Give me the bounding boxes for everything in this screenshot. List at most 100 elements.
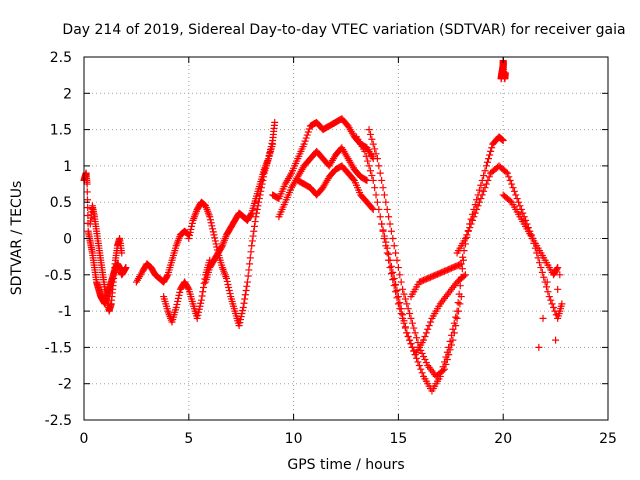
data-point-track-k — [441, 365, 449, 373]
data-point-track-e — [207, 219, 215, 227]
data-point-track-k — [365, 126, 373, 134]
data-point-track-l — [400, 317, 408, 325]
data-point-track-j — [371, 184, 379, 192]
data-point-track-k — [452, 322, 460, 330]
data-point-track-l — [427, 318, 435, 326]
data-point-track-n — [509, 184, 517, 192]
data-point-track-k — [369, 140, 377, 148]
data-point-track-m — [486, 151, 494, 159]
data-point-track-e — [211, 237, 219, 245]
y-tick-labels: -2.5 -2 -1.5 -1 -0.5 0 0.5 1 1.5 2 2.5 — [45, 50, 72, 429]
data-point-track-n — [461, 235, 469, 242]
data-point-track-n — [513, 195, 521, 203]
data-point-track-o — [553, 265, 561, 273]
y-tick-label: 0.5 — [50, 195, 72, 211]
data-point-track-e — [252, 213, 260, 221]
data-point-track-j — [413, 354, 421, 362]
data-point-track-d — [174, 294, 182, 302]
data-point-track-d — [199, 288, 207, 296]
data-point-track-l — [382, 238, 390, 246]
data-point-track-k — [380, 191, 388, 199]
data-point-track-n — [544, 288, 552, 296]
data-point-track-j — [414, 358, 422, 366]
data-point-track-l — [406, 336, 414, 344]
data-point-track-m — [457, 260, 465, 268]
data-point-track-n — [464, 227, 472, 235]
data-point-track-k — [389, 235, 397, 242]
data-point-late-points — [535, 343, 543, 351]
data-point-track-a — [83, 188, 91, 196]
data-point-track-n — [473, 205, 481, 213]
data-point-track-l — [403, 329, 411, 337]
data-point-track-k — [400, 290, 408, 298]
data-point-track-k — [387, 227, 395, 235]
data-point-track-k — [376, 169, 384, 177]
data-point-track-m — [475, 186, 483, 194]
data-point-track-k — [394, 264, 402, 272]
data-point-track-e — [240, 299, 248, 307]
data-point-track-j — [415, 362, 423, 370]
data-point-track-e — [244, 272, 252, 280]
data-point-track-l — [386, 256, 394, 264]
data-point-track-e — [245, 266, 253, 274]
x-tick-label: 20 — [494, 431, 512, 447]
data-point-track-n — [516, 202, 524, 210]
axis-ticks — [83, 56, 609, 421]
data-point-track-e — [186, 228, 194, 236]
data-point-track-k — [378, 176, 386, 184]
data-point-track-g — [304, 128, 312, 136]
data-point-track-n — [515, 198, 523, 206]
data-point-track-n — [474, 202, 482, 210]
data-point-track-b — [118, 249, 126, 257]
data-point-track-h — [362, 176, 370, 184]
data-point-track-e — [247, 248, 255, 256]
chart-title: Day 214 of 2019, Sidereal Day-to-day VTE… — [62, 22, 625, 38]
data-point-track-j — [368, 172, 376, 180]
data-point-track-n — [537, 264, 545, 272]
data-point-track-f — [247, 210, 255, 218]
y-tick-label: 1.5 — [50, 123, 72, 139]
data-point-track-e — [225, 287, 233, 295]
data-point-track-e — [246, 260, 254, 268]
data-point-track-k — [397, 278, 405, 286]
data-point-track-d — [197, 296, 205, 304]
data-point-track-m — [459, 253, 467, 261]
data-point-track-m — [483, 158, 491, 166]
data-point-track-j — [459, 256, 467, 264]
y-tick-label: 0 — [63, 232, 72, 248]
x-tick-label: 25 — [599, 431, 617, 447]
data-point-track-k — [407, 314, 415, 322]
data-point-late-points — [543, 278, 551, 286]
data-point-track-j — [372, 191, 380, 199]
data-point-track-j — [387, 270, 395, 278]
data-point-track-k — [421, 356, 429, 363]
data-point-track-e — [238, 310, 246, 318]
data-point-track-l — [461, 271, 469, 279]
data-point-track-n — [548, 300, 556, 308]
data-point-track-n — [482, 180, 490, 188]
data-point-track-j — [369, 176, 377, 184]
data-point-track-j — [373, 198, 381, 206]
data-point-track-a — [83, 180, 91, 188]
data-point-track-n — [519, 209, 527, 217]
data-point-spike — [501, 69, 509, 77]
data-point-track-k — [443, 356, 451, 363]
x-tick-labels: 0 5 10 15 20 25 — [80, 431, 617, 447]
data-point-track-k — [454, 307, 462, 315]
data-point-track-l — [383, 244, 391, 252]
data-point-track-e — [185, 231, 193, 239]
data-point-track-k — [446, 346, 454, 354]
data-point-track-k — [373, 155, 381, 163]
y-tick-label: -2 — [58, 377, 72, 393]
data-point-track-k — [408, 319, 416, 327]
data-point-track-e — [246, 254, 254, 262]
data-point-track-d — [195, 308, 203, 316]
data-point-track-e — [253, 205, 261, 213]
data-point-track-j — [386, 264, 394, 272]
data-point-track-e — [242, 287, 250, 295]
data-point-track-k — [418, 349, 426, 357]
data-point-track-l — [420, 336, 428, 344]
data-point-track-j — [449, 325, 457, 333]
data-point-track-m — [477, 181, 485, 189]
data-point-track-n — [540, 273, 548, 281]
